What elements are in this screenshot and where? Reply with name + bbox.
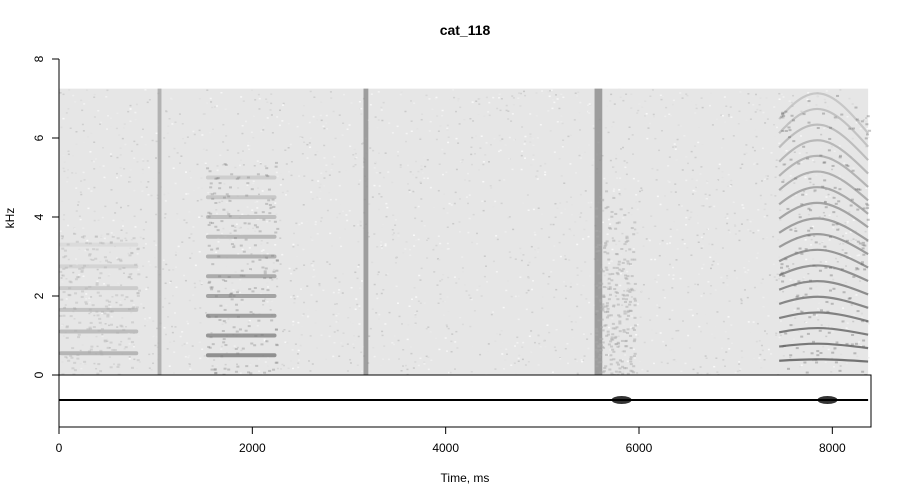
spectrogram-background	[59, 88, 869, 375]
x-tick-label: 2000	[239, 441, 266, 455]
x-tick-label: 6000	[626, 441, 653, 455]
x-tick-label: 4000	[432, 441, 459, 455]
spectrogram-event-harmonic-sweep	[778, 92, 872, 377]
spectrogram-event-transient	[157, 88, 162, 375]
y-tick-label: 6	[32, 134, 46, 141]
spectrogram-event-harmonic	[59, 232, 142, 377]
y-tick-label: 2	[32, 292, 46, 299]
y-axis-label: kHz	[3, 208, 17, 229]
y-tick-label: 8	[32, 55, 46, 62]
waveform-peak	[817, 396, 838, 404]
oscillogram-panel	[58, 374, 872, 428]
chart-title: cat_118	[440, 22, 491, 38]
x-tick-label: 0	[56, 441, 63, 455]
waveform-peak	[611, 396, 632, 404]
spectrogram-event-transient	[363, 88, 369, 375]
axes: 0 2 4 6 8 0 2000 4000 6000 8000	[32, 55, 846, 455]
x-tick-label: 8000	[819, 441, 846, 455]
y-tick-label: 0	[32, 371, 46, 378]
y-tick-label: 4	[32, 213, 46, 220]
spectrogram-event-harmonic	[205, 161, 280, 377]
spectrogram-event-noise	[594, 190, 638, 377]
spectrogram-panel	[59, 88, 872, 377]
x-axis-label: Time, ms	[441, 471, 490, 485]
